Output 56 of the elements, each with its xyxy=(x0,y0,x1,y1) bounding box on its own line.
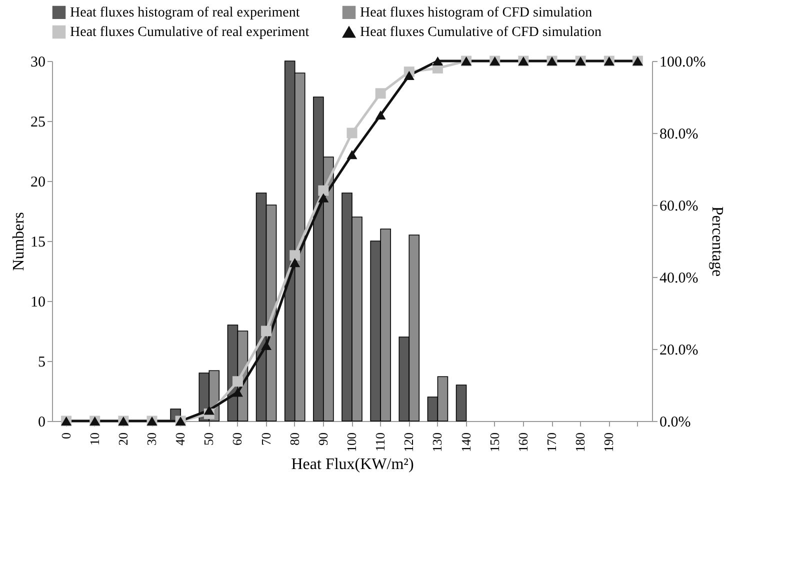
x-tick-label: 120 xyxy=(401,432,416,452)
x-tick-label: 90 xyxy=(315,432,330,446)
x-tick-label: 180 xyxy=(572,432,588,452)
point xyxy=(432,56,443,66)
y-tick-label: 10 xyxy=(30,294,46,310)
point xyxy=(232,388,243,397)
point xyxy=(346,150,358,160)
x-tick-label: 60 xyxy=(230,432,245,446)
x-tick-label: 150 xyxy=(486,432,502,452)
point xyxy=(232,376,243,387)
y2-tick-label: 20.0% xyxy=(660,342,698,358)
x-tick-label: 140 xyxy=(458,432,474,452)
point xyxy=(290,250,300,261)
x-tick-label: 50 xyxy=(201,432,216,446)
y2-tick-label: 40.0% xyxy=(660,270,698,286)
y-tick-label: 15 xyxy=(30,234,46,250)
x-tick-label: 160 xyxy=(515,432,530,452)
x-tick-label: 100 xyxy=(344,432,359,452)
point xyxy=(204,406,214,415)
x-tick-label: 0 xyxy=(58,432,74,439)
y2-tick-label: 60.0% xyxy=(660,198,698,214)
x-tick-label: 110 xyxy=(372,432,388,452)
legend-label: Heat fluxes histogram of real experiment xyxy=(70,5,300,20)
x-axis-title: Heat Flux(KW/m²) xyxy=(291,456,414,473)
y-tick-label: 0 xyxy=(38,414,46,430)
x-tick-label: 80 xyxy=(286,432,302,446)
y-tick-label: 30 xyxy=(30,54,46,70)
x-tick-label: 30 xyxy=(144,432,159,446)
point xyxy=(318,185,329,196)
x-tick-label: 130 xyxy=(430,432,445,452)
point xyxy=(375,110,386,120)
point xyxy=(375,88,386,99)
y-tick-label: 20 xyxy=(30,174,46,190)
y-tick-label: 5 xyxy=(38,354,46,370)
legend-label: Heat fluxes Cumulative of CFD simulation xyxy=(360,25,602,40)
legend-label: Heat fluxes Cumulative of real experiment xyxy=(70,25,310,40)
x-tick-label: 10 xyxy=(86,432,102,446)
point xyxy=(318,193,329,202)
y-tick-label: 25 xyxy=(30,114,46,130)
x-tick-label: 70 xyxy=(258,432,274,446)
point xyxy=(261,326,272,336)
y-axis-title: Numbers xyxy=(10,212,28,271)
x-tick-label: 20 xyxy=(115,432,130,446)
y2-tick-label: 80.0% xyxy=(660,126,698,142)
point xyxy=(261,340,272,350)
x-tick-label: 190 xyxy=(601,432,616,452)
x-tick-label: 40 xyxy=(172,432,188,446)
bar xyxy=(456,384,467,422)
point xyxy=(290,258,300,268)
y2-axis-title: Percentage xyxy=(708,206,726,277)
x-tick-label: 170 xyxy=(544,432,559,452)
legend-label: Heat fluxes histogram of CFD simulation xyxy=(360,5,592,20)
y2-tick-label: 100.0% xyxy=(660,54,706,70)
point xyxy=(346,128,358,138)
y2-tick-label: 0.0% xyxy=(660,414,691,430)
point xyxy=(404,70,414,80)
